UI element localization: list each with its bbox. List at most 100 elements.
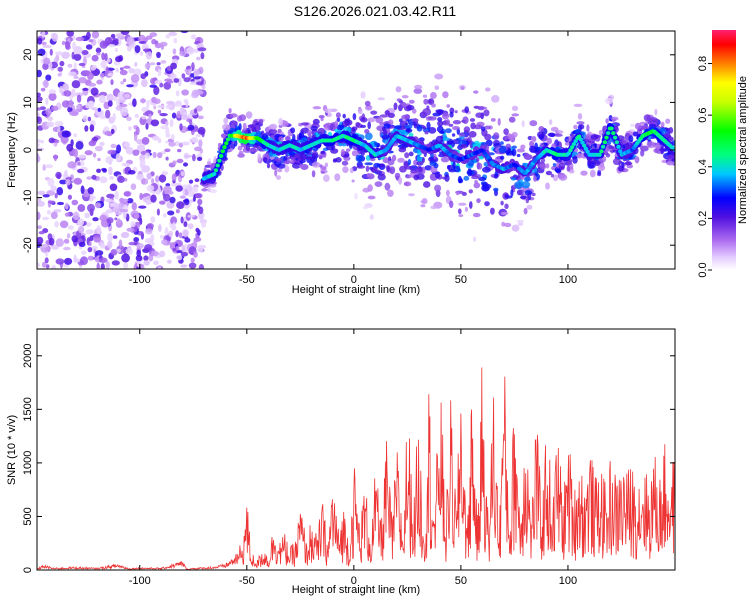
spectrum-blob	[414, 84, 423, 90]
spectrum-blob	[476, 161, 480, 170]
spectrum-blob	[283, 160, 291, 165]
spectrum-blob	[298, 132, 305, 139]
spectrum-blob	[547, 132, 556, 137]
spectrum-blob	[299, 153, 308, 161]
spectrum-blob	[320, 166, 327, 171]
spectrum-blob	[323, 174, 330, 182]
noise-blob	[183, 77, 191, 83]
noise-blob	[180, 252, 189, 257]
noise-blob	[85, 229, 95, 235]
spectrum-blob	[452, 161, 456, 169]
noise-blob	[136, 144, 146, 153]
noise-blob	[91, 245, 98, 250]
spectrum-blob	[354, 192, 358, 200]
noise-blob	[167, 210, 175, 216]
spectrum-blob	[404, 152, 410, 159]
noise-blob	[188, 179, 194, 184]
noise-blob	[182, 187, 186, 197]
spectrum-blob	[538, 125, 545, 132]
noise-blob	[37, 200, 45, 207]
noise-blob	[71, 80, 81, 89]
noise-blob	[67, 63, 73, 68]
noise-blob	[119, 209, 129, 213]
noise-blob	[192, 196, 196, 202]
noise-blob	[42, 261, 47, 268]
noise-blob	[72, 41, 77, 51]
spectrum-blob	[493, 132, 500, 140]
noise-blob	[107, 232, 113, 242]
noise-blob	[77, 162, 81, 166]
noise-blob	[89, 197, 94, 202]
spectrum-blob	[500, 141, 504, 145]
y-tick-label: 0	[22, 147, 34, 153]
spectrum-blob	[416, 124, 423, 132]
x-tick-label: 50	[455, 575, 467, 587]
spectrum-blob	[505, 143, 511, 149]
noise-blob	[51, 264, 57, 269]
noise-blob	[64, 202, 69, 210]
ridge-core	[568, 148, 573, 153]
noise-blob	[67, 161, 77, 169]
spectrum-blob	[610, 116, 619, 121]
noise-blob	[148, 254, 154, 262]
noise-blob	[146, 184, 155, 192]
spectrum-blob	[387, 112, 395, 118]
noise-blob	[107, 100, 113, 107]
noise-blob	[165, 104, 172, 110]
spectrum-blob	[521, 120, 525, 128]
noise-blob	[84, 125, 89, 132]
noise-blob	[179, 123, 183, 131]
spectrum-blob	[566, 160, 571, 167]
noise-blob	[138, 205, 147, 209]
spectrum-blob	[568, 169, 575, 174]
ridge-core	[578, 137, 583, 142]
noise-blob	[87, 203, 95, 213]
spectrum-blob	[397, 157, 405, 163]
snr-y-axis: 0 500 1000 1500 2000	[22, 344, 675, 573]
noise-blob	[119, 197, 125, 203]
noise-blob	[43, 44, 52, 49]
spectrum-blob	[643, 114, 651, 122]
noise-blob	[119, 103, 128, 108]
noise-blob	[172, 222, 176, 230]
noise-blob	[104, 130, 112, 136]
noise-blob	[150, 216, 156, 223]
noise-blob	[73, 148, 79, 158]
spectrum-blob	[555, 168, 561, 173]
noise-blob	[77, 204, 86, 212]
noise-blob	[113, 96, 118, 101]
noise-blob	[136, 243, 144, 249]
spectrum-blob	[490, 118, 496, 122]
noise-blob	[91, 136, 99, 142]
snr-series-line	[37, 367, 675, 570]
noise-blob	[158, 250, 166, 258]
x-tick-label: 100	[559, 274, 577, 286]
noise-blob	[168, 31, 178, 37]
noise-blob	[156, 62, 161, 66]
noise-blob	[48, 237, 55, 246]
noise-blob	[194, 186, 199, 193]
spectrum-blob	[440, 156, 450, 163]
colorbar: 0.0 0.2 0.4 0.6 0.8 Normalized spectral ampl…	[697, 30, 749, 278]
spectrum-blob	[471, 175, 480, 180]
noise-blob	[86, 176, 92, 180]
spectrum-blob	[511, 224, 520, 232]
noise-blob	[107, 149, 116, 155]
noise-blob	[126, 84, 134, 88]
spectrum-blob	[369, 166, 373, 170]
spectrum-blob	[427, 116, 437, 121]
noise-blob	[195, 227, 200, 233]
spectrum-blob	[539, 163, 547, 170]
noise-blob	[66, 143, 74, 152]
noise-blob	[118, 239, 123, 249]
noise-blob	[40, 244, 49, 248]
noise-blob	[194, 146, 202, 152]
noise-blob	[44, 257, 49, 264]
ridge-core	[566, 151, 571, 156]
spectrum-blob	[360, 124, 367, 128]
noise-blob	[46, 209, 51, 215]
noise-blob	[126, 227, 135, 232]
spectrum-blob	[452, 120, 462, 125]
noise-blob	[77, 218, 85, 227]
noise-blob	[61, 100, 71, 108]
